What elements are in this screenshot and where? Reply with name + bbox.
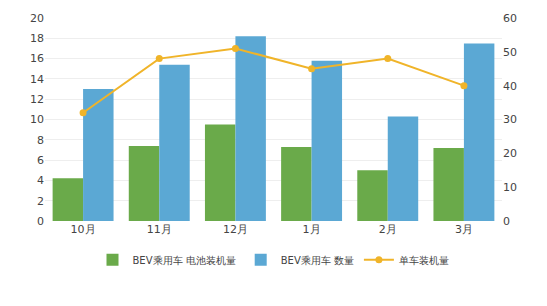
svg-text:40: 40 xyxy=(503,80,517,93)
svg-text:8: 8 xyxy=(37,134,44,147)
svg-text:16: 16 xyxy=(30,52,44,65)
svg-text:10: 10 xyxy=(503,181,517,194)
svg-text:BEV乘用车 电池装机量: BEV乘用车 电池装机量 xyxy=(133,255,236,266)
svg-text:11月: 11月 xyxy=(147,223,172,236)
svg-text:0: 0 xyxy=(37,215,44,228)
svg-text:14: 14 xyxy=(30,73,44,86)
svg-text:60: 60 xyxy=(503,12,517,25)
svg-text:20: 20 xyxy=(30,12,44,25)
svg-text:10月: 10月 xyxy=(71,223,96,236)
svg-text:单车装机量: 单车装机量 xyxy=(399,255,449,266)
svg-text:18: 18 xyxy=(30,32,44,45)
svg-text:10: 10 xyxy=(30,113,44,126)
svg-text:20: 20 xyxy=(503,147,517,160)
svg-text:1月: 1月 xyxy=(303,223,321,236)
svg-text:30: 30 xyxy=(503,113,517,126)
svg-text:3月: 3月 xyxy=(455,223,473,236)
svg-text:50: 50 xyxy=(503,46,517,59)
svg-text:2: 2 xyxy=(37,195,44,208)
svg-text:BEV乘用车 数量: BEV乘用车 数量 xyxy=(281,255,354,266)
svg-text:6: 6 xyxy=(37,154,44,167)
svg-text:4: 4 xyxy=(37,174,44,187)
svg-text:12: 12 xyxy=(30,93,44,106)
svg-text:2月: 2月 xyxy=(379,223,397,236)
svg-text:12月: 12月 xyxy=(223,223,248,236)
svg-text:0: 0 xyxy=(503,215,510,228)
